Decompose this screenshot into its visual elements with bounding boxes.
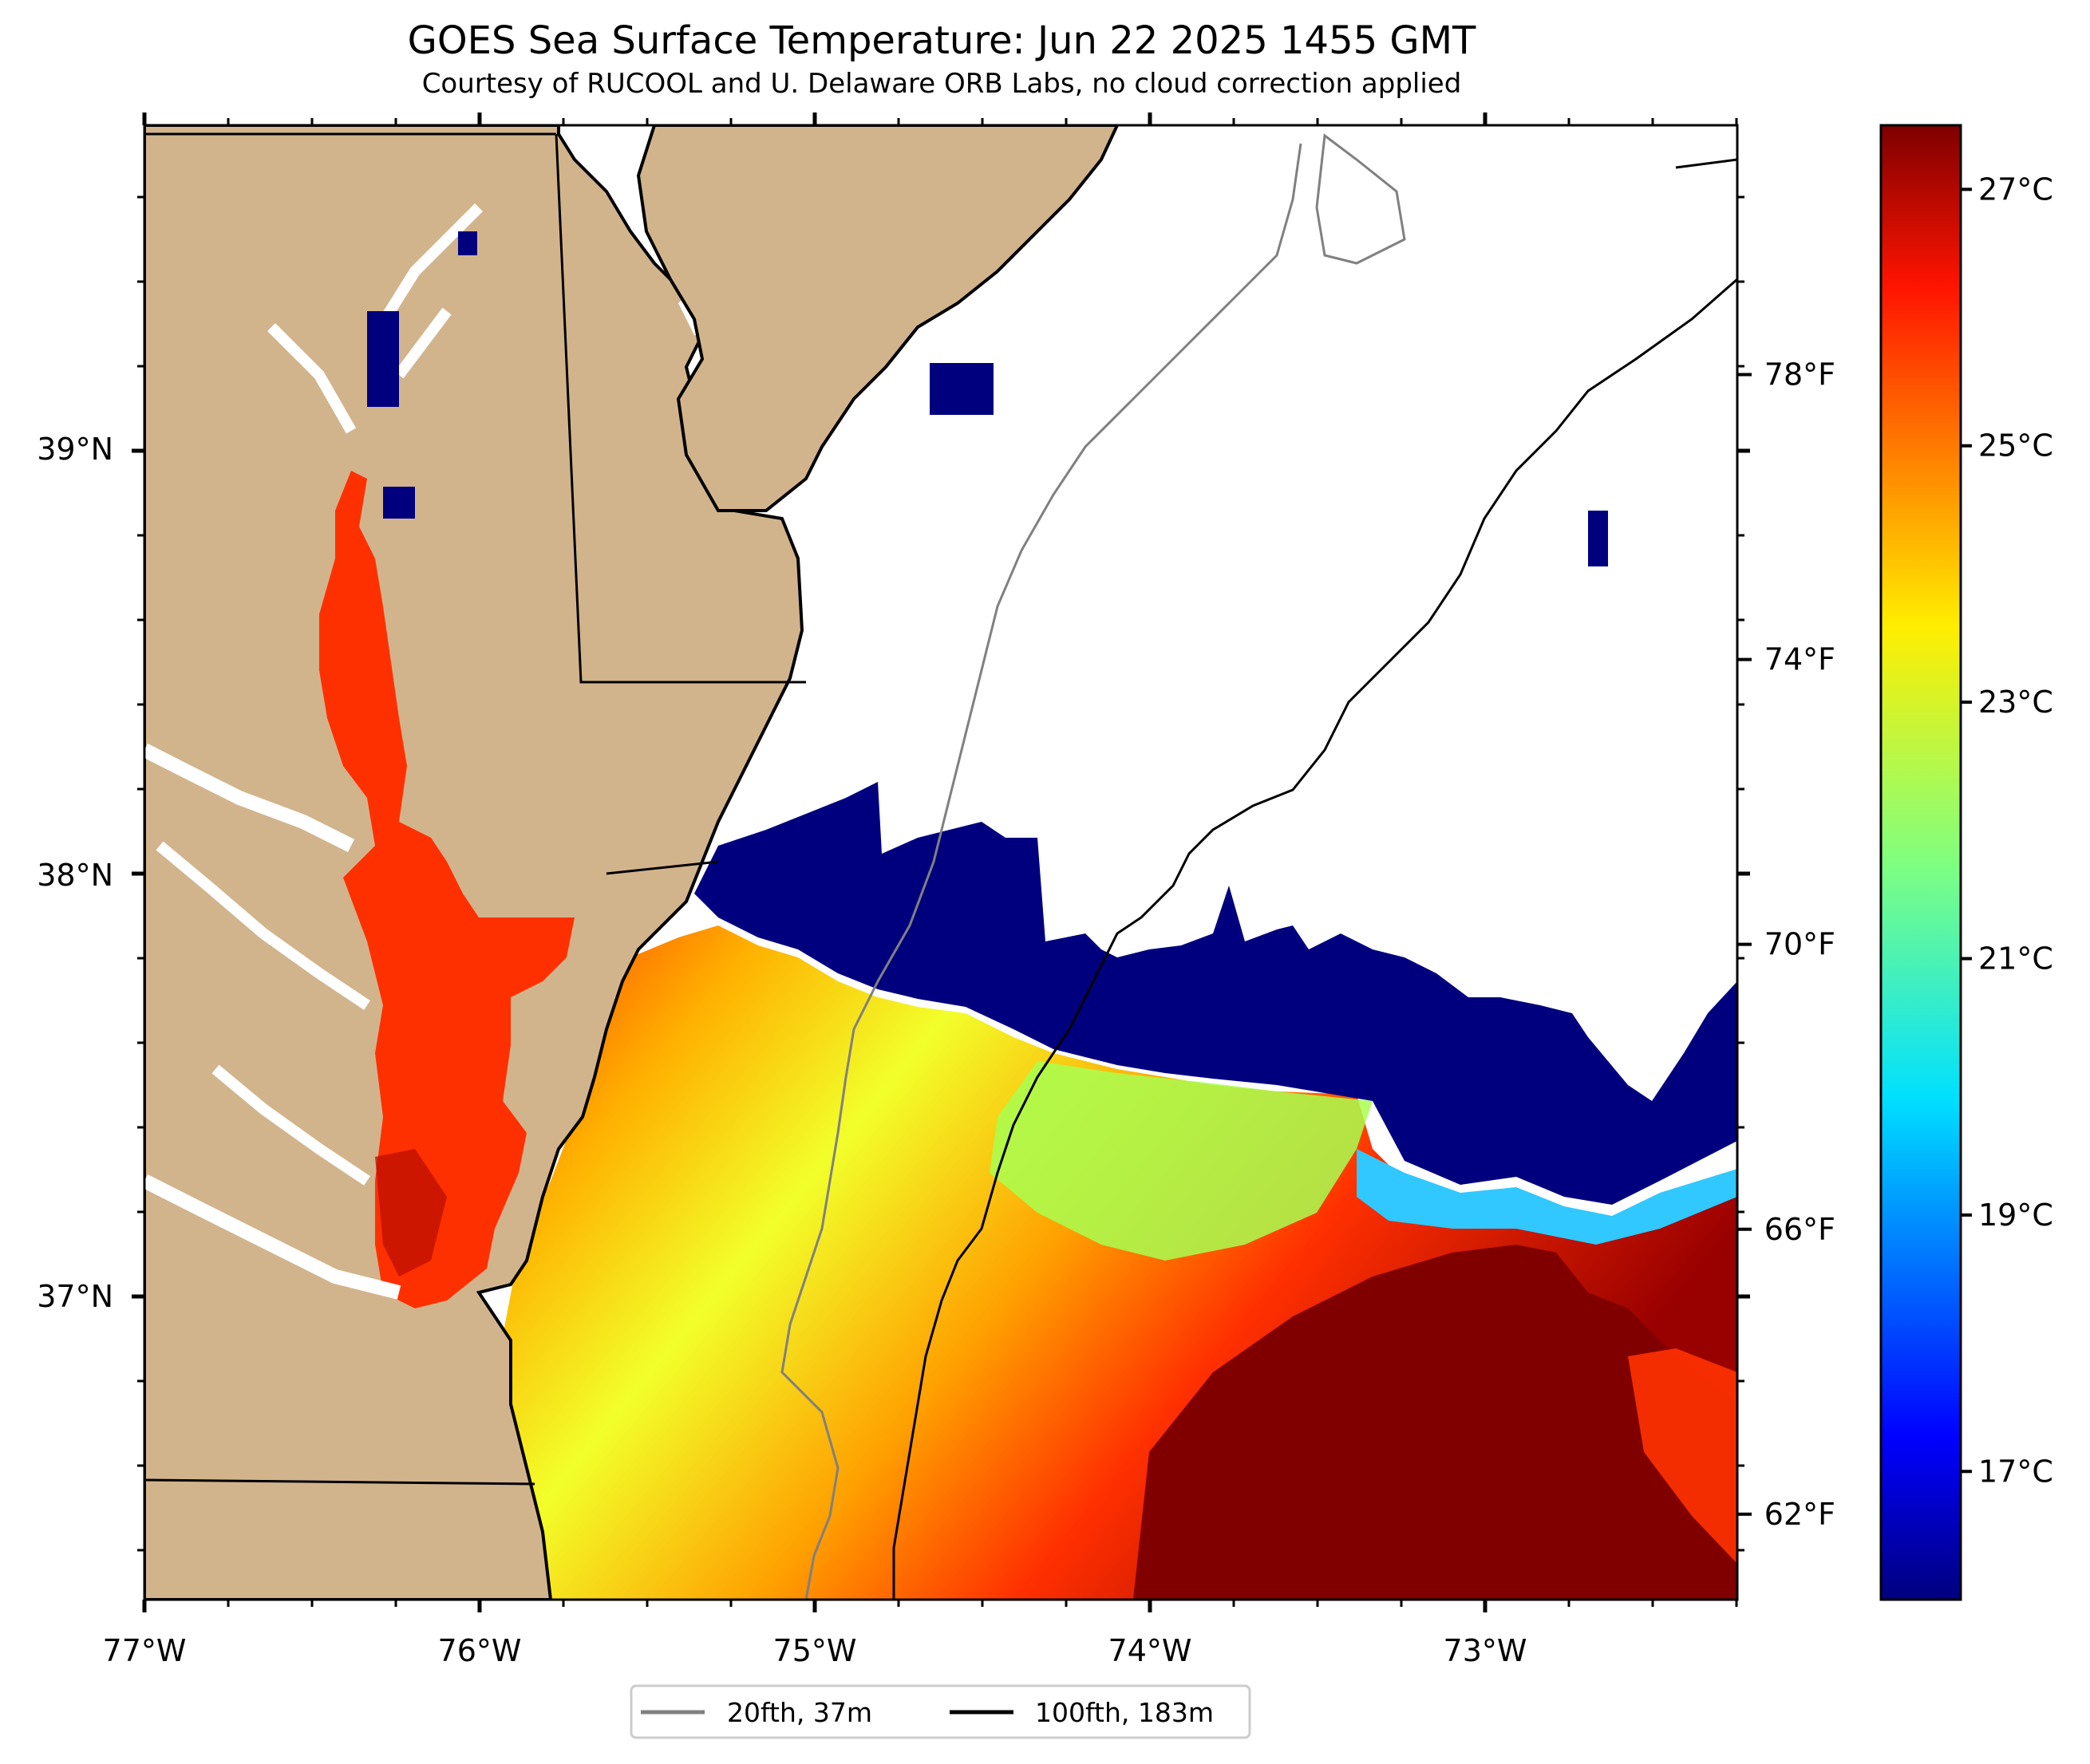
lat-tick-label: 37°N [37,1279,113,1314]
bay-cold-patch-3 [383,487,415,519]
lat-tick-label: 38°N [37,858,113,893]
tributary-rappahannock [156,841,370,1010]
colorbar-ticks: 27°C 25°C 23°C 21°C 19°C 17°C 78°F 74°F 70°F 66°F… [1737,172,2053,1532]
map-axes: 77°W 76°W 75°W 74°W 73°W 39°N 38°N 37°N [37,112,1750,1668]
chesapeake-dark [375,1149,447,1277]
colorbar: 27°C 25°C 23°C 21°C 19°C 17°C 78°F 74°F 70°F 66°F… [1737,124,2053,1601]
map-panel [144,125,1737,1600]
colorbar-c-label: 19°C [1978,1198,2053,1233]
sst-hot-core [1133,1245,1737,1600]
legend-label-100fth: 100fth, 183m [1035,1697,1214,1728]
sst-cold-front [1357,1149,1737,1245]
colorbar-f-label: 70°F [1764,927,1835,962]
sst-warm-eddy [1628,1348,1737,1564]
cold-patch-offshore [1588,511,1608,566]
sst-green-band [990,1061,1373,1261]
state-border-md-de [555,133,806,684]
colorbar-f-label: 78°F [1764,357,1835,392]
contour-100fth [892,158,1737,1600]
map-frame [143,124,1739,1601]
colorbar-gradient [1879,124,1962,1601]
figure-subtitle: Courtesy of RUCOOL and U. Delaware ORB L… [422,68,1462,100]
figure-title: GOES Sea Surface Temperature: Jun 22 202… [408,18,1476,63]
lon-tick-label: 75°W [773,1633,857,1668]
colorbar-f-label: 62°F [1764,1497,1835,1532]
state-border-va-nc [144,1478,535,1486]
bay-cold-patch [367,311,399,407]
lon-tick-label: 73°W [1444,1633,1527,1668]
lon-tick-label: 77°W [103,1633,187,1668]
colorbar-c-label: 17°C [1978,1454,2053,1489]
chesapeake-bay [319,471,575,1308]
colorbar-f-label: 66°F [1764,1212,1835,1247]
colorbar-c-label: 25°C [1978,428,2053,464]
lon-tick-label: 74°W [1108,1633,1192,1668]
tributary-york [211,1064,370,1186]
bay-cold-patch-2 [458,231,477,255]
contour-20fth [780,143,1302,1600]
contour-20fth-shoal [1315,133,1406,265]
colorbar-c-label: 23°C [1978,685,2053,720]
legend-box [630,1684,1251,1739]
colorbar-c-label: 27°C [1978,172,2053,207]
lon-tick-label: 76°W [438,1633,522,1668]
colorbar-f-label: 74°F [1764,642,1835,677]
legend-label-20fth: 20fth, 37m [727,1697,872,1728]
land-new-jersey [636,125,1120,512]
cold-patch-nj [930,363,994,415]
tributary-potomac [144,743,355,853]
sst-cold-band [694,782,1737,1205]
legend: 20fth, 37m 100fth, 183m [630,1684,1251,1739]
tributary-james [144,1174,401,1300]
colorbar-c-label: 21°C [1978,941,2053,977]
state-border-md-va [606,860,719,875]
lat-tick-label: 39°N [37,432,113,467]
